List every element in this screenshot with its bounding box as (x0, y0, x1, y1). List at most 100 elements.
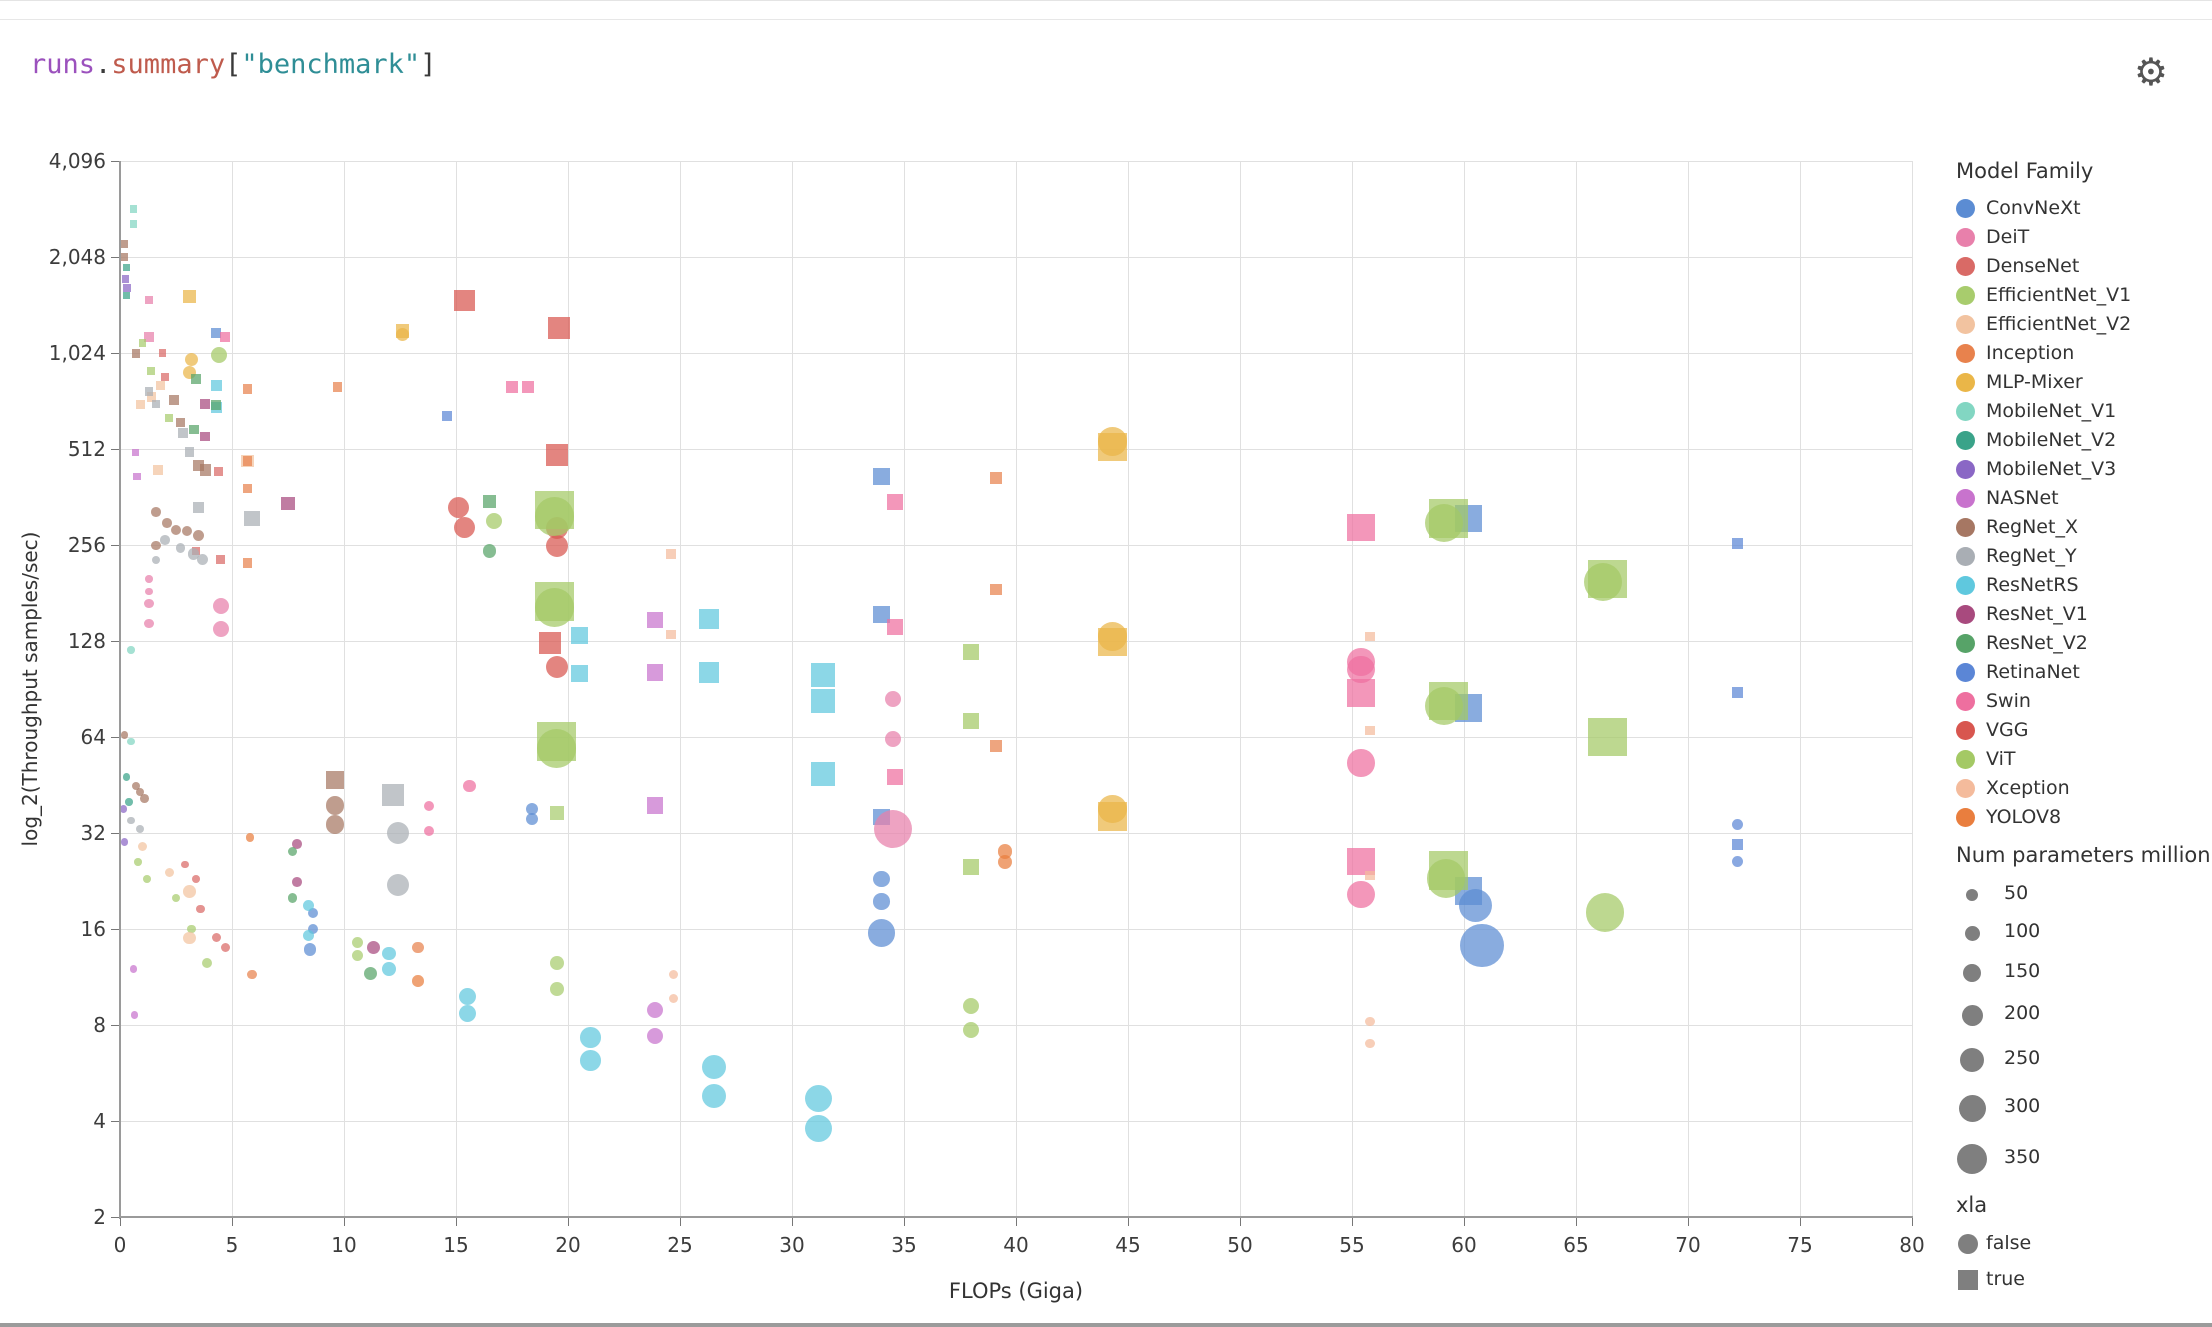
data-point[interactable] (170, 524, 182, 536)
data-point[interactable] (192, 459, 204, 471)
data-point[interactable] (175, 543, 186, 554)
data-point[interactable] (1585, 893, 1625, 932)
data-point[interactable] (382, 784, 405, 807)
data-point[interactable] (366, 940, 380, 955)
data-point[interactable] (136, 824, 145, 833)
data-point[interactable] (151, 555, 160, 564)
data-point[interactable] (162, 518, 172, 528)
data-point[interactable] (158, 349, 167, 357)
data-point[interactable] (395, 327, 409, 342)
data-point[interactable] (454, 517, 476, 539)
data-point[interactable] (545, 656, 568, 679)
data-point[interactable] (196, 904, 205, 914)
data-point[interactable] (145, 575, 153, 583)
data-point[interactable] (120, 240, 129, 248)
data-point[interactable] (220, 942, 230, 953)
data-point[interactable] (307, 907, 318, 918)
data-point[interactable] (140, 794, 149, 803)
data-point[interactable] (873, 870, 890, 887)
data-point[interactable] (181, 860, 189, 869)
data-point[interactable] (120, 730, 129, 739)
data-point[interactable] (1347, 513, 1375, 542)
data-point[interactable] (526, 812, 539, 825)
data-point[interactable] (121, 274, 130, 283)
data-point[interactable] (1365, 1016, 1375, 1027)
data-point[interactable] (138, 339, 147, 347)
data-point[interactable] (1424, 503, 1464, 543)
data-point[interactable] (549, 956, 564, 971)
data-point[interactable] (144, 387, 154, 396)
data-point[interactable] (580, 1027, 601, 1048)
data-point[interactable] (127, 737, 135, 746)
data-point[interactable] (210, 346, 227, 363)
data-point[interactable] (129, 205, 138, 213)
data-point[interactable] (1365, 1038, 1375, 1049)
data-point[interactable] (424, 825, 435, 836)
data-point[interactable] (873, 468, 890, 485)
data-point[interactable] (873, 606, 890, 623)
data-point[interactable] (129, 965, 138, 973)
data-point[interactable] (182, 289, 196, 304)
data-point[interactable] (151, 540, 161, 551)
data-point[interactable] (1347, 679, 1375, 707)
data-point[interactable] (873, 809, 912, 848)
data-point[interactable] (332, 382, 343, 392)
data-point[interactable] (120, 838, 129, 846)
data-point[interactable] (130, 1011, 139, 1019)
data-point[interactable] (381, 946, 396, 961)
data-point[interactable] (963, 644, 980, 661)
data-point[interactable] (458, 988, 476, 1006)
data-point[interactable] (287, 846, 298, 857)
data-point[interactable] (1731, 856, 1743, 868)
data-point[interactable] (287, 893, 298, 903)
data-point[interactable] (302, 899, 314, 911)
data-point[interactable] (325, 815, 345, 834)
data-point[interactable] (381, 962, 396, 976)
data-point[interactable] (211, 399, 222, 410)
data-point[interactable] (175, 417, 186, 428)
data-point[interactable] (424, 800, 435, 811)
data-point[interactable] (412, 941, 424, 954)
data-point[interactable] (144, 598, 154, 608)
data-point[interactable] (386, 821, 409, 845)
data-point[interactable] (1347, 880, 1375, 909)
data-point[interactable] (811, 761, 836, 786)
data-point[interactable] (155, 380, 165, 391)
data-point[interactable] (160, 373, 169, 382)
data-point[interactable] (192, 502, 204, 514)
data-point[interactable] (184, 447, 195, 458)
data-point[interactable] (1347, 656, 1375, 684)
data-point[interactable] (545, 534, 568, 557)
data-point[interactable] (990, 472, 1002, 484)
data-point[interactable] (135, 400, 145, 410)
data-point[interactable] (482, 544, 497, 558)
data-point[interactable] (647, 797, 664, 814)
data-point[interactable] (668, 970, 678, 980)
data-point[interactable] (187, 924, 197, 934)
data-point[interactable] (668, 993, 678, 1003)
data-point[interactable] (123, 263, 131, 272)
data-point[interactable] (202, 958, 213, 969)
data-point[interactable] (526, 803, 539, 816)
data-point[interactable] (1460, 923, 1504, 968)
data-point[interactable] (325, 796, 345, 815)
data-point[interactable] (129, 220, 138, 228)
data-point[interactable] (123, 773, 131, 781)
data-point[interactable] (698, 662, 720, 683)
data-point[interactable] (242, 483, 253, 494)
data-point[interactable] (144, 619, 154, 629)
data-point[interactable] (160, 535, 170, 545)
data-point[interactable] (580, 1050, 601, 1071)
data-point[interactable] (177, 428, 188, 438)
data-point[interactable] (1098, 622, 1127, 651)
data-point[interactable] (183, 885, 196, 898)
data-point[interactable] (325, 770, 345, 789)
data-point[interactable] (701, 1055, 726, 1080)
data-point[interactable] (647, 664, 664, 681)
data-point[interactable] (570, 627, 588, 645)
data-point[interactable] (521, 381, 534, 394)
data-point[interactable] (200, 398, 210, 409)
data-point[interactable] (210, 380, 222, 391)
data-point[interactable] (302, 929, 314, 941)
data-point[interactable] (136, 787, 145, 797)
